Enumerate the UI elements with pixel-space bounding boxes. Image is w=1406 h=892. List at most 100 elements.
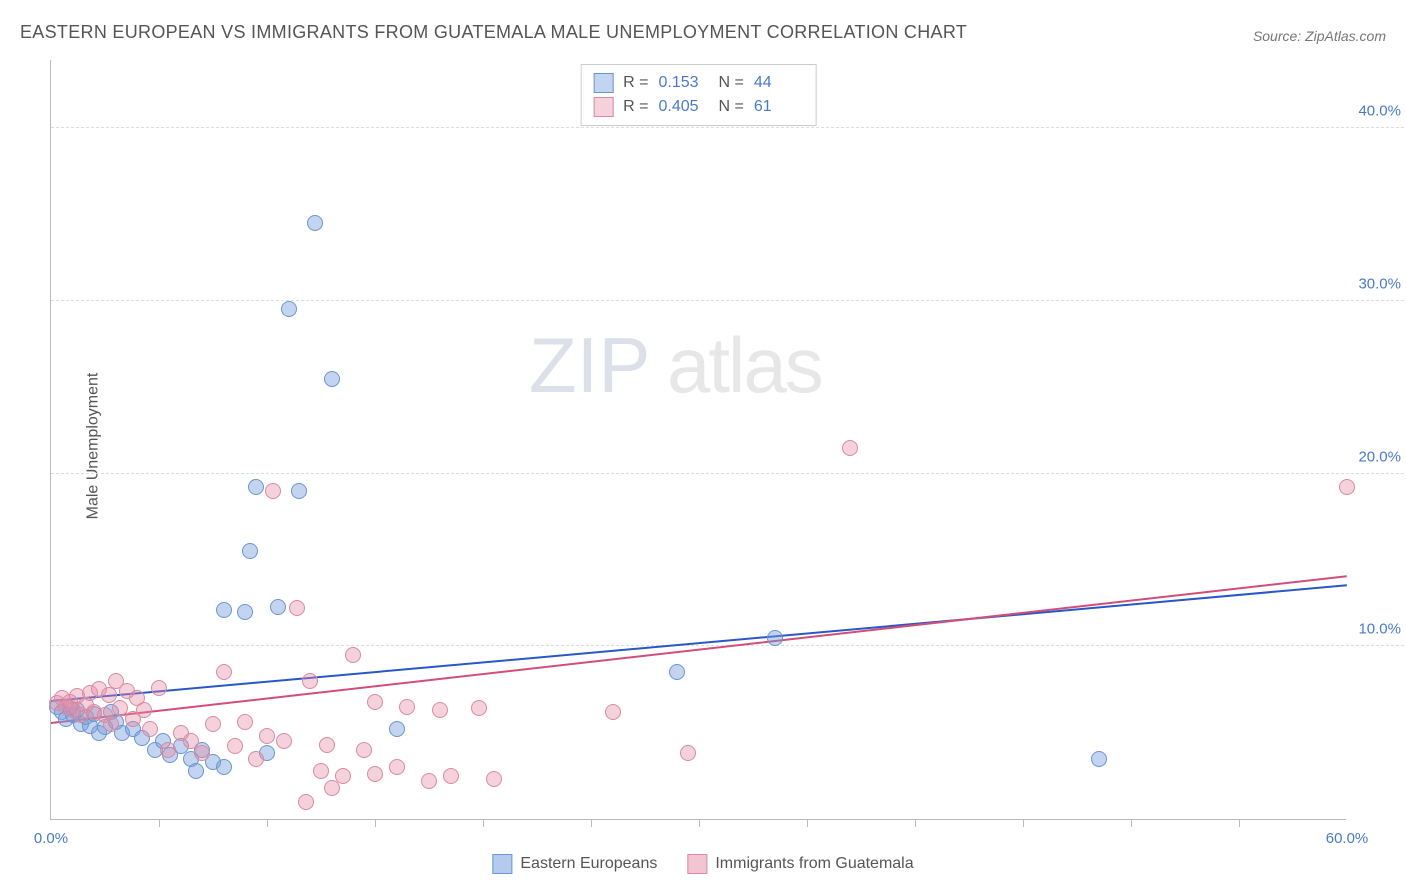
bottom-legend-item: Immigrants from Guatemala xyxy=(687,854,913,874)
legend-swatch xyxy=(492,854,512,874)
legend-swatch xyxy=(593,73,613,93)
watermark-zip: ZIP xyxy=(529,321,650,409)
chart-title: EASTERN EUROPEAN VS IMMIGRANTS FROM GUAT… xyxy=(20,22,967,43)
data-point xyxy=(307,215,323,231)
data-point xyxy=(313,763,329,779)
data-point xyxy=(767,630,783,646)
data-point xyxy=(265,483,281,499)
legend-label: Eastern Europeans xyxy=(520,855,657,873)
data-point xyxy=(259,728,275,744)
r-value: 0.405 xyxy=(659,95,709,119)
data-point xyxy=(335,768,351,784)
data-point xyxy=(227,738,243,754)
data-point xyxy=(242,543,258,559)
legend-label: Immigrants from Guatemala xyxy=(715,855,913,873)
x-minor-tick xyxy=(807,819,808,827)
legend-swatch xyxy=(593,97,613,117)
data-point xyxy=(289,600,305,616)
trend-line xyxy=(51,575,1347,724)
x-tick-label: 0.0% xyxy=(34,830,68,847)
data-point xyxy=(270,599,286,615)
data-point xyxy=(605,704,621,720)
data-point xyxy=(324,371,340,387)
x-minor-tick xyxy=(159,819,160,827)
n-label: N = xyxy=(719,95,744,119)
data-point xyxy=(298,794,314,810)
data-point xyxy=(345,647,361,663)
data-point xyxy=(101,687,117,703)
data-point xyxy=(248,479,264,495)
data-point xyxy=(103,716,119,732)
data-point xyxy=(356,742,372,758)
data-point xyxy=(367,766,383,782)
data-point xyxy=(486,771,502,787)
x-minor-tick xyxy=(375,819,376,827)
data-point xyxy=(205,716,221,732)
x-minor-tick xyxy=(915,819,916,827)
data-point xyxy=(291,483,307,499)
data-point xyxy=(443,768,459,784)
data-point xyxy=(680,745,696,761)
data-point xyxy=(281,301,297,317)
data-point xyxy=(1091,751,1107,767)
x-tick-label: 60.0% xyxy=(1326,830,1369,847)
x-minor-tick xyxy=(267,819,268,827)
stats-legend-row: R = 0.153 N = 44 xyxy=(593,71,804,95)
x-minor-tick xyxy=(1239,819,1240,827)
legend-swatch xyxy=(687,854,707,874)
data-point xyxy=(216,602,232,618)
r-label: R = xyxy=(623,71,648,95)
data-point xyxy=(237,714,253,730)
data-point xyxy=(421,773,437,789)
data-point xyxy=(389,759,405,775)
stats-legend: R = 0.153 N = 44 R = 0.405 N = 61 xyxy=(580,64,817,126)
x-minor-tick xyxy=(1131,819,1132,827)
n-value: 61 xyxy=(754,95,804,119)
data-point xyxy=(302,673,318,689)
watermark: ZIP atlas xyxy=(499,304,899,424)
x-minor-tick xyxy=(699,819,700,827)
data-point xyxy=(1339,479,1355,495)
data-point xyxy=(248,751,264,767)
data-point xyxy=(367,694,383,710)
data-point xyxy=(669,664,685,680)
data-point xyxy=(399,699,415,715)
plot-area: ZIP atlas 10.0%20.0%30.0%40.0%0.0%60.0%R… xyxy=(50,60,1346,820)
bottom-legend-item: Eastern Europeans xyxy=(492,854,657,874)
data-point xyxy=(216,664,232,680)
data-point xyxy=(151,680,167,696)
n-value: 44 xyxy=(754,71,804,95)
y-tick-label: 10.0% xyxy=(1358,621,1401,638)
data-point xyxy=(142,721,158,737)
r-value: 0.153 xyxy=(659,71,709,95)
x-minor-tick xyxy=(1023,819,1024,827)
data-point xyxy=(842,440,858,456)
data-point xyxy=(237,604,253,620)
r-label: R = xyxy=(623,95,648,119)
x-minor-tick xyxy=(483,819,484,827)
data-point xyxy=(188,763,204,779)
data-point xyxy=(194,745,210,761)
data-point xyxy=(389,721,405,737)
gridline-h xyxy=(51,473,1404,474)
y-tick-label: 30.0% xyxy=(1358,275,1401,292)
gridline-h xyxy=(51,127,1404,128)
bottom-legend: Eastern Europeans Immigrants from Guatema… xyxy=(492,854,913,874)
watermark-atlas: atlas xyxy=(667,321,822,409)
stats-legend-row: R = 0.405 N = 61 xyxy=(593,95,804,119)
trend-line xyxy=(51,584,1347,702)
gridline-h xyxy=(51,300,1404,301)
source-label: Source: ZipAtlas.com xyxy=(1253,28,1386,44)
chart-container: EASTERN EUROPEAN VS IMMIGRANTS FROM GUAT… xyxy=(0,0,1406,892)
n-label: N = xyxy=(719,71,744,95)
data-point xyxy=(160,742,176,758)
x-minor-tick xyxy=(591,819,592,827)
data-point xyxy=(276,733,292,749)
data-point xyxy=(216,759,232,775)
y-tick-label: 20.0% xyxy=(1358,448,1401,465)
y-tick-label: 40.0% xyxy=(1358,103,1401,120)
data-point xyxy=(432,702,448,718)
data-point xyxy=(471,700,487,716)
data-point xyxy=(136,702,152,718)
data-point xyxy=(319,737,335,753)
